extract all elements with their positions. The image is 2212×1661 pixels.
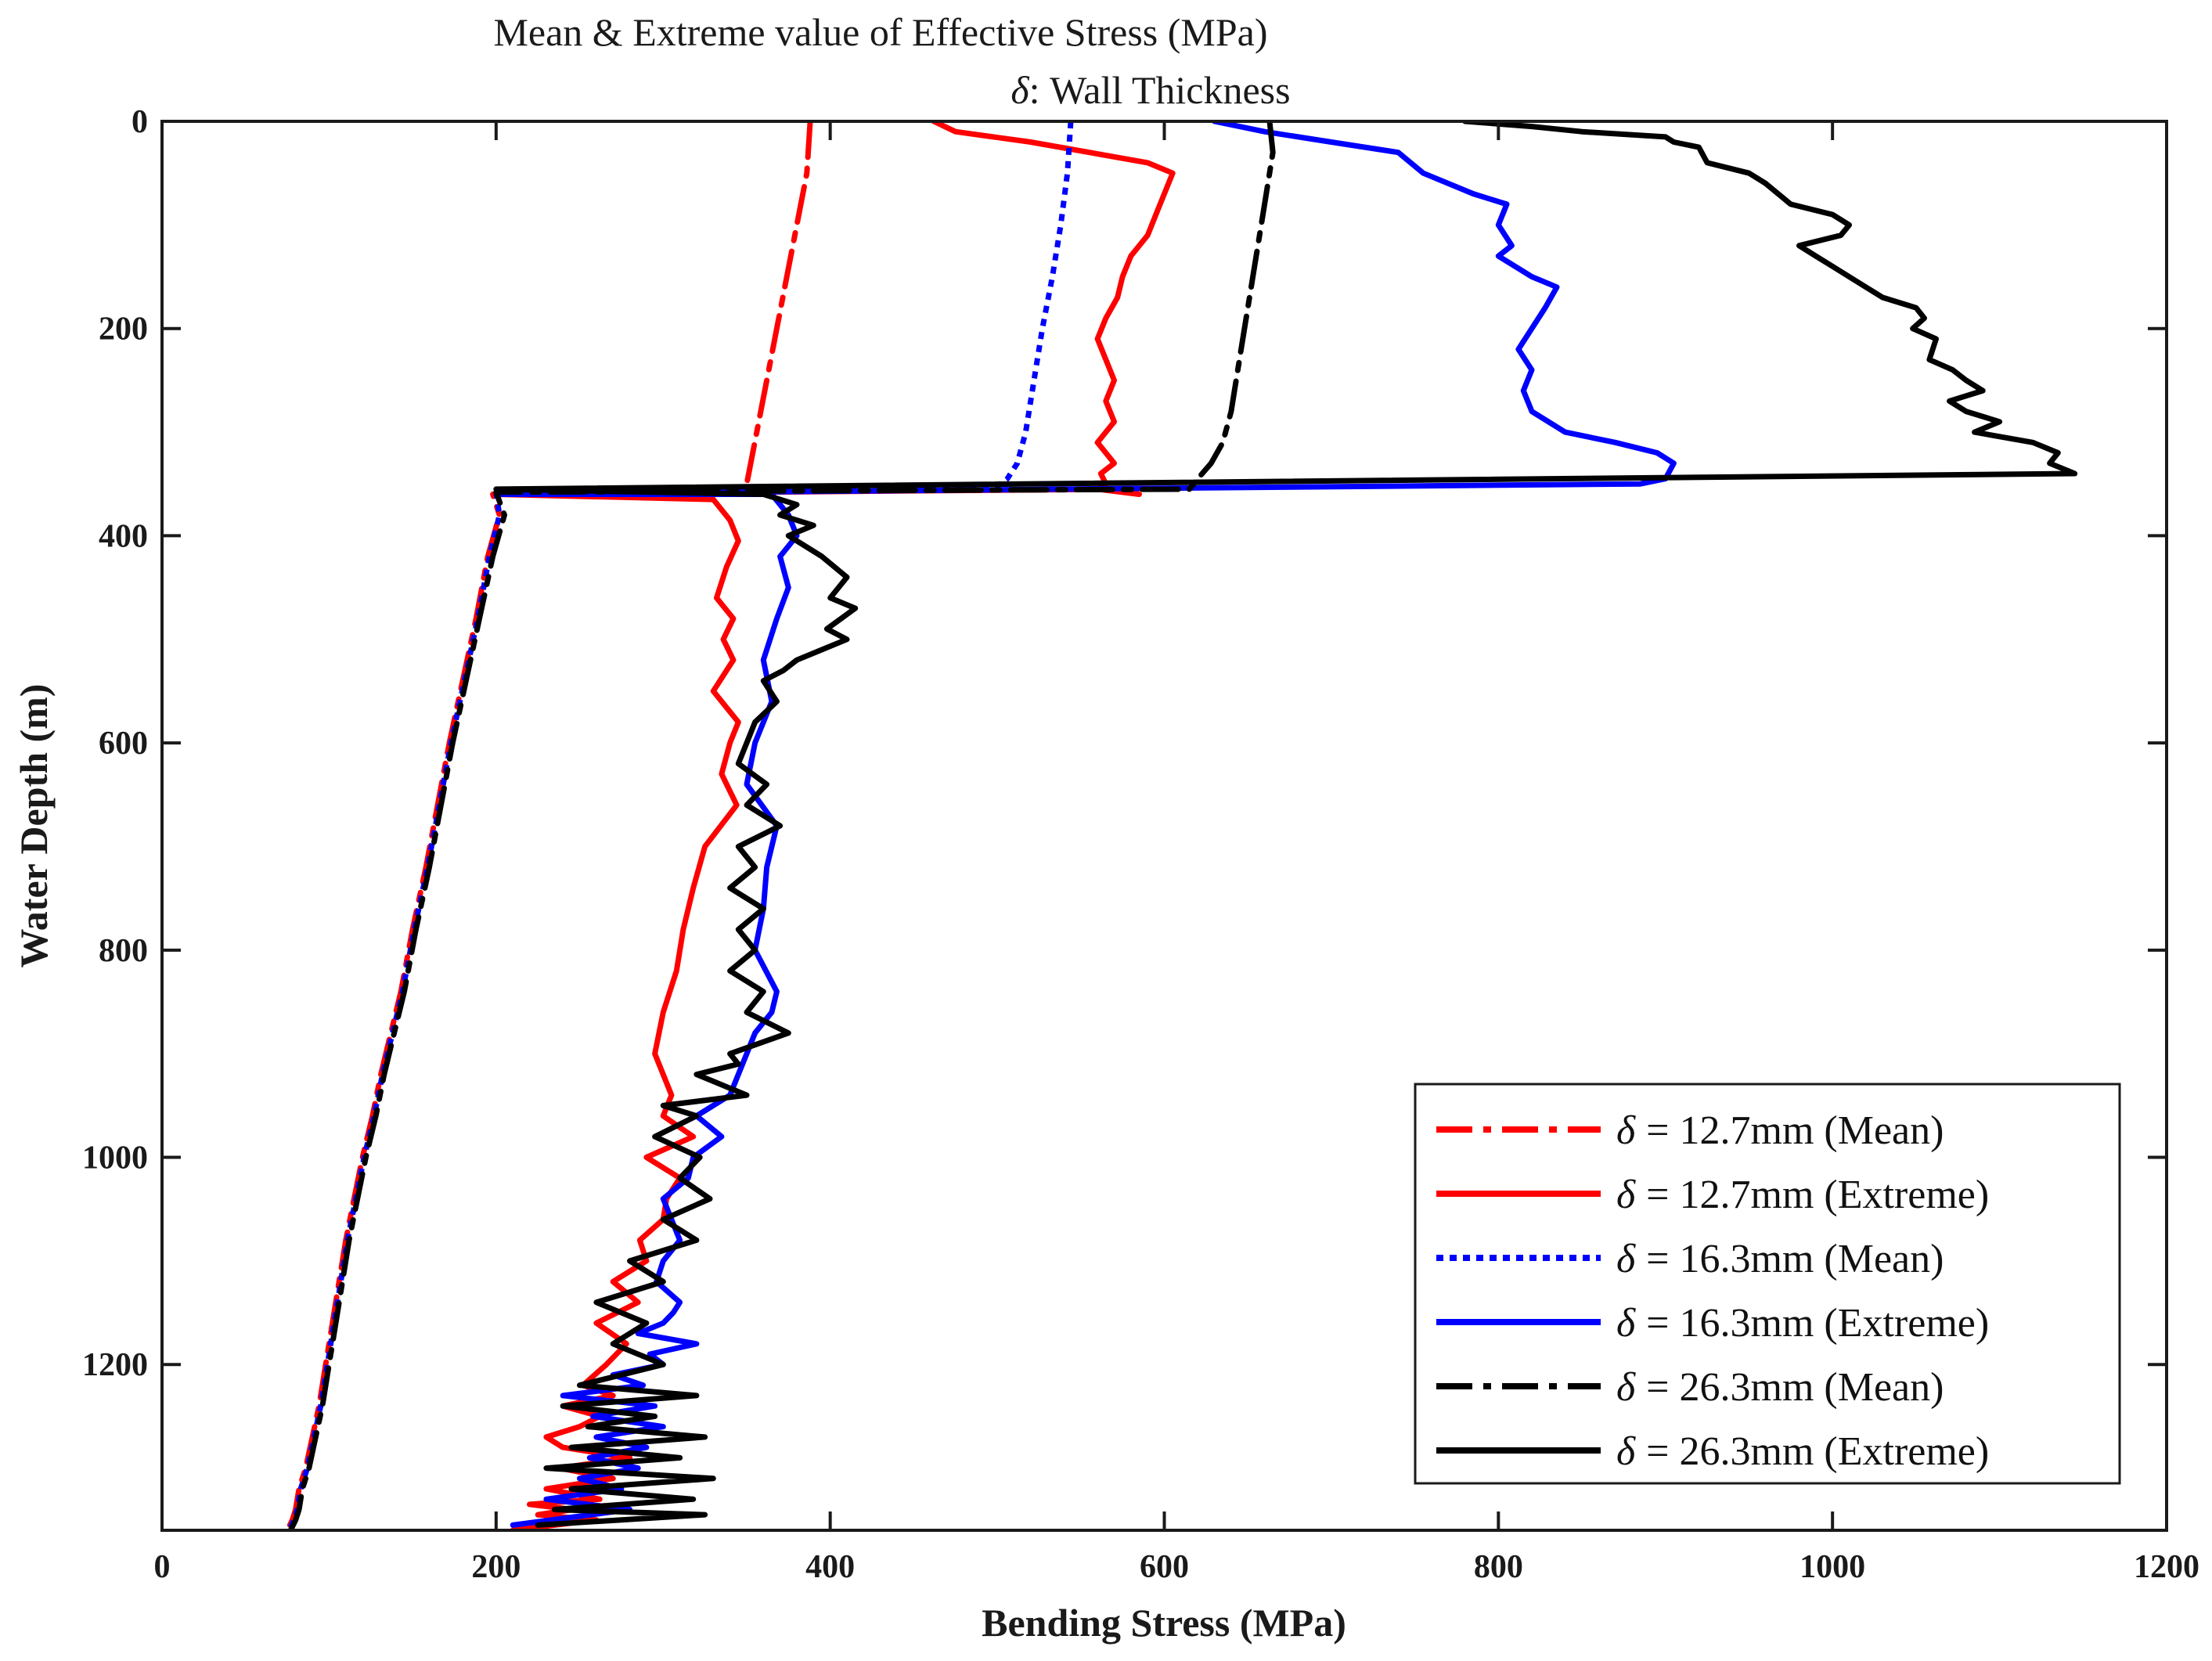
series-line-4: [493, 121, 1677, 1528]
x-tick-label: 1200: [2134, 1549, 2199, 1585]
series-line-5: [287, 121, 1276, 1530]
legend-entry-4: δ = 16.3mm (Extreme): [1616, 1301, 1989, 1346]
legend-label: = 16.3mm (Mean): [1646, 1237, 1944, 1281]
legend-delta-symbol: δ: [1616, 1429, 1636, 1474]
chart-title: Mean & Extreme value of Effective Stress…: [493, 10, 1267, 54]
y-tick-label: 1000: [82, 1140, 148, 1176]
legend-label: = 26.3mm (Mean): [1646, 1365, 1944, 1410]
legend-delta-symbol: δ: [1616, 1108, 1636, 1153]
legend: δ = 12.7mm (Mean)δ = 12.7mm (Extreme)δ = 16…: [1414, 1083, 2121, 1485]
series-line-3: [286, 121, 1074, 1530]
legend-delta-symbol: δ: [1616, 1237, 1636, 1281]
x-tick-label: 800: [1474, 1549, 1523, 1585]
subtitle-delta-symbol: δ: [1011, 68, 1029, 112]
legend-entry-6: δ = 26.3mm (Extreme): [1616, 1429, 1989, 1474]
x-tick-label: 600: [1140, 1549, 1189, 1585]
y-tick-label: 1200: [82, 1347, 148, 1383]
x-tick-label: 0: [154, 1549, 171, 1585]
y-tick-label: 800: [99, 933, 148, 969]
legend-label: = 12.7mm (Mean): [1646, 1108, 1944, 1153]
x-axis-label: Bending Stress (MPa): [982, 1601, 1346, 1645]
y-tick-label: 0: [131, 104, 148, 140]
series-line-6: [493, 121, 2078, 1528]
series-layer: [284, 121, 2078, 1530]
plot-frame: [160, 120, 2168, 1532]
y-tick-label: 400: [99, 518, 148, 554]
subtitle-text: : Wall Thickness: [1029, 68, 1291, 112]
legend-box: [1414, 1083, 2121, 1485]
legend-entry-1: δ = 12.7mm (Mean): [1616, 1108, 1944, 1153]
series-line-2: [493, 121, 1176, 1530]
y-tick-label: 200: [99, 312, 148, 348]
x-tick-label: 1000: [1800, 1549, 1865, 1585]
tick-layer: 0 200 400 600 800 1000 1200 0 200 400 600 800 1000 12…: [82, 104, 2199, 1585]
x-tick-label: 200: [471, 1549, 521, 1585]
legend-entry-5: δ = 26.3mm (Mean): [1616, 1365, 1944, 1410]
chart-subtitle: δ: Wall Thickness: [1011, 68, 1290, 112]
legend-label: = 12.7mm (Extreme): [1646, 1173, 1989, 1217]
y-axis-label: Water Depth (m): [12, 684, 56, 968]
legend-entry-2: δ = 12.7mm (Extreme): [1616, 1173, 1989, 1217]
legend-label: = 16.3mm (Extreme): [1646, 1301, 1989, 1346]
legend-entry-3: δ = 16.3mm (Mean): [1616, 1237, 1944, 1281]
x-tick-label: 400: [805, 1549, 855, 1585]
y-tick-label: 600: [99, 726, 148, 762]
legend-delta-symbol: δ: [1616, 1365, 1636, 1410]
legend-label: = 26.3mm (Extreme): [1646, 1429, 1989, 1474]
legend-delta-symbol: δ: [1616, 1173, 1636, 1217]
legend-delta-symbol: δ: [1616, 1301, 1636, 1346]
series-line-1: [284, 121, 813, 1530]
